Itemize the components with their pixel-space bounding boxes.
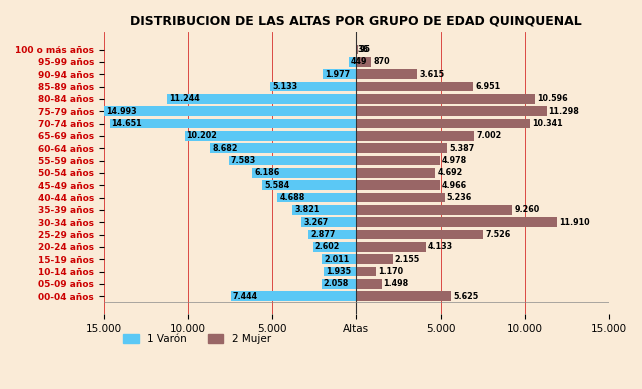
Text: 10.202: 10.202 (187, 131, 218, 140)
Bar (356, 254, 393, 264)
Text: 36: 36 (358, 45, 369, 54)
Bar (308, 230, 356, 240)
Bar (356, 144, 447, 153)
Text: 2.602: 2.602 (315, 242, 340, 251)
Text: 9.260: 9.260 (514, 205, 539, 214)
Bar (356, 69, 417, 79)
Bar (324, 267, 356, 277)
Legend: 1 Varón, 2 Mujer: 1 Varón, 2 Mujer (119, 329, 275, 348)
Text: 14.993: 14.993 (106, 107, 137, 116)
Text: 10.596: 10.596 (537, 95, 568, 103)
Bar (356, 156, 440, 165)
Text: 1.498: 1.498 (383, 279, 409, 289)
Text: 870: 870 (373, 58, 390, 67)
Text: 4.688: 4.688 (279, 193, 305, 202)
Text: 3.821: 3.821 (294, 205, 319, 214)
Text: 1.977: 1.977 (325, 70, 350, 79)
Text: 5.133: 5.133 (272, 82, 297, 91)
Bar (210, 144, 356, 153)
Text: 95: 95 (360, 45, 371, 54)
Text: 3.267: 3.267 (303, 218, 329, 227)
Text: 7.444: 7.444 (233, 292, 258, 301)
Bar (322, 279, 356, 289)
Text: 2.155: 2.155 (395, 255, 420, 264)
Bar (229, 156, 356, 165)
Bar (356, 180, 440, 190)
Bar (356, 279, 381, 289)
Text: 4.692: 4.692 (437, 168, 463, 177)
Bar (301, 217, 356, 227)
Text: 5.387: 5.387 (449, 144, 474, 153)
Bar (270, 82, 356, 91)
Text: 6.951: 6.951 (476, 82, 501, 91)
Bar (292, 205, 356, 215)
Bar (349, 57, 356, 67)
Bar (356, 230, 483, 240)
Bar (356, 131, 474, 141)
Bar (167, 94, 356, 104)
Bar (356, 242, 426, 252)
Text: 2.058: 2.058 (324, 279, 349, 289)
Text: 6.186: 6.186 (254, 168, 279, 177)
Bar (277, 193, 356, 202)
Text: 1.170: 1.170 (378, 267, 403, 276)
Bar (356, 82, 473, 91)
Text: 449: 449 (351, 58, 367, 67)
Bar (184, 131, 356, 141)
Text: 8.682: 8.682 (212, 144, 238, 153)
Bar (252, 168, 356, 178)
Bar (313, 242, 356, 252)
Text: 3.615: 3.615 (419, 70, 444, 79)
Bar (263, 180, 356, 190)
Text: 11.298: 11.298 (549, 107, 580, 116)
Text: 14.651: 14.651 (112, 119, 143, 128)
Text: 11.910: 11.910 (559, 218, 589, 227)
Bar (231, 291, 356, 301)
Bar (356, 119, 530, 128)
Bar (322, 254, 356, 264)
Text: 7.583: 7.583 (230, 156, 256, 165)
Bar (356, 168, 435, 178)
Text: 2.011: 2.011 (324, 255, 350, 264)
Bar (356, 291, 451, 301)
Text: 7.526: 7.526 (485, 230, 510, 239)
Text: 5.625: 5.625 (453, 292, 478, 301)
Bar (356, 45, 358, 54)
Text: 4.978: 4.978 (442, 156, 467, 165)
Bar (356, 205, 512, 215)
Text: 11.244: 11.244 (169, 95, 200, 103)
Bar (356, 94, 535, 104)
Text: 10.341: 10.341 (532, 119, 563, 128)
Bar (356, 217, 557, 227)
Bar (356, 193, 444, 202)
Bar (110, 119, 356, 128)
Title: DISTRIBUCION DE LAS ALTAS POR GRUPO DE EDAD QUINQUENAL: DISTRIBUCION DE LAS ALTAS POR GRUPO DE E… (130, 15, 582, 28)
Text: 4.133: 4.133 (428, 242, 453, 251)
Bar (356, 107, 546, 116)
Text: 5.236: 5.236 (447, 193, 472, 202)
Text: 5.584: 5.584 (265, 181, 290, 190)
Text: 2.877: 2.877 (310, 230, 335, 239)
Bar (356, 267, 376, 277)
Bar (323, 69, 356, 79)
Bar (356, 57, 371, 67)
Text: 7.002: 7.002 (476, 131, 501, 140)
Text: 1.935: 1.935 (325, 267, 351, 276)
Bar (104, 107, 356, 116)
Text: 4.966: 4.966 (442, 181, 467, 190)
